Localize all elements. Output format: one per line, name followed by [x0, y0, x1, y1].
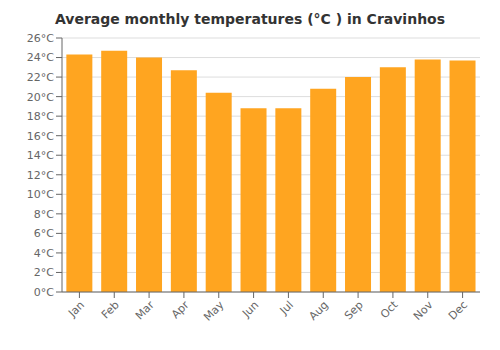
svg-text:2°C: 2°C [34, 266, 54, 279]
svg-text:Aug: Aug [307, 298, 331, 322]
svg-text:Jan: Jan [65, 298, 87, 320]
svg-text:4°C: 4°C [34, 247, 54, 260]
svg-text:Jun: Jun [239, 298, 261, 320]
svg-text:0°C: 0°C [34, 286, 54, 299]
svg-text:Sep: Sep [342, 298, 366, 322]
svg-text:12°C: 12°C [27, 169, 54, 182]
html-text:Average monthly temperatures (: Average monthly temperatures (°C ) in Cr… [54, 11, 446, 27]
svg-text:Feb: Feb [99, 298, 122, 321]
svg-text:26°C: 26°C [27, 32, 54, 45]
svg-text:24°C: 24°C [27, 51, 54, 64]
svg-text:Nov: Nov [411, 298, 436, 323]
svg-text:18°C: 18°C [27, 110, 54, 123]
svg-text:May: May [201, 298, 227, 324]
svg-text:Dec: Dec [446, 298, 470, 322]
svg-text:6°C: 6°C [34, 227, 54, 240]
svg-text:16°C: 16°C [27, 130, 54, 143]
svg-text:Oct: Oct [378, 298, 401, 321]
svg-text:Apr: Apr [169, 298, 192, 321]
svg-text:Jul: Jul [277, 298, 296, 317]
svg-text:Mar: Mar [133, 298, 157, 322]
svg-text:10°C: 10°C [27, 188, 54, 201]
svg-text:20°C: 20°C [27, 91, 54, 104]
svg-text:22°C: 22°C [27, 71, 54, 84]
svg-text:8°C: 8°C [34, 208, 54, 221]
svg-text:14°C: 14°C [27, 149, 54, 162]
